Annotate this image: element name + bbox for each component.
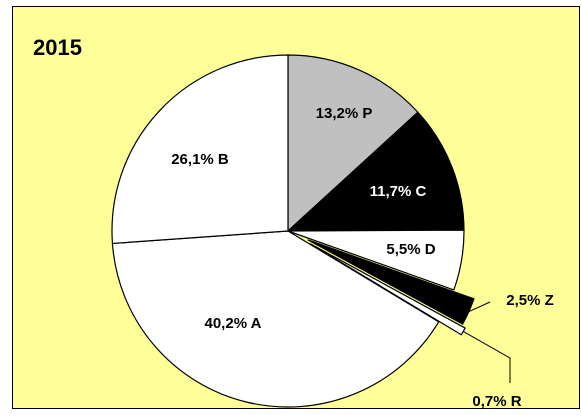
pie-slices [111,54,475,408]
chart-title: 2015 [33,35,82,60]
slice-label-r: 0,7% R [472,393,521,410]
slice-label-d: 5,5% D [386,241,435,258]
pie-slice-b [111,54,289,245]
slice-label-a: 40,2% A [205,315,262,332]
slice-label-z: 2,5% Z [506,292,554,309]
pie-slice-a [111,230,440,408]
leader-line-r [463,331,511,383]
slice-label-c: 11,7% C [370,183,427,200]
pie-slice-p [287,54,419,232]
slice-label-p: 13,2% P [316,105,373,122]
pie-slice-d [287,229,465,291]
leader-lines [463,301,511,383]
slice-label-b: 26,1% B [171,151,229,168]
pie-slice-r [309,243,466,336]
pie-slice-c [287,111,465,232]
pie-slice-z [307,239,475,325]
leader-line-z [468,301,491,313]
slice-labels: 13,2% P 11,7% C 5,5% D 2,5% Z 0,7% R 40,2% A 2… [171,105,554,410]
